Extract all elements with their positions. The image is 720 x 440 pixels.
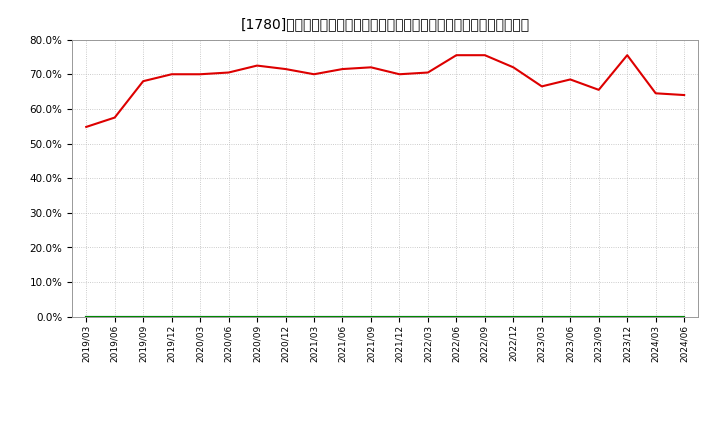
のれん <box>652 314 660 319</box>
繰延税金資産 <box>680 314 688 319</box>
のれん <box>595 314 603 319</box>
のれん <box>139 314 148 319</box>
のれん <box>282 314 290 319</box>
繰延税金資産 <box>623 314 631 319</box>
のれん <box>167 314 176 319</box>
繰延税金資産 <box>395 314 404 319</box>
のれん <box>623 314 631 319</box>
繰延税金資産 <box>139 314 148 319</box>
自己資本 <box>509 65 518 70</box>
のれん <box>395 314 404 319</box>
繰延税金資産 <box>282 314 290 319</box>
自己資本 <box>167 72 176 77</box>
Line: 自己資本: 自己資本 <box>86 55 684 127</box>
のれん <box>196 314 204 319</box>
繰延税金資産 <box>196 314 204 319</box>
のれん <box>110 314 119 319</box>
繰延税金資産 <box>338 314 347 319</box>
のれん <box>566 314 575 319</box>
自己資本 <box>537 84 546 89</box>
繰延税金資産 <box>652 314 660 319</box>
のれん <box>366 314 375 319</box>
自己資本 <box>139 78 148 84</box>
繰延税金資産 <box>423 314 432 319</box>
Legend: 自己資本, のれん, 繰延税金資産: 自己資本, のれん, 繰延税金資産 <box>251 439 520 440</box>
自己資本 <box>82 124 91 129</box>
繰延税金資産 <box>110 314 119 319</box>
自己資本 <box>595 87 603 92</box>
自己資本 <box>338 66 347 72</box>
のれん <box>537 314 546 319</box>
のれん <box>82 314 91 319</box>
自己資本 <box>395 72 404 77</box>
自己資本 <box>366 65 375 70</box>
自己資本 <box>680 92 688 98</box>
自己資本 <box>110 115 119 120</box>
のれん <box>225 314 233 319</box>
自己資本 <box>282 66 290 72</box>
のれん <box>509 314 518 319</box>
のれん <box>338 314 347 319</box>
自己資本 <box>566 77 575 82</box>
繰延税金資産 <box>595 314 603 319</box>
自己資本 <box>623 52 631 58</box>
自己資本 <box>310 72 318 77</box>
自己資本 <box>452 52 461 58</box>
Title: [1780]　自己資本、のれん、繰延税金資産の総資産に対する比率の推移: [1780] 自己資本、のれん、繰延税金資産の総資産に対する比率の推移 <box>240 18 530 32</box>
繰延税金資産 <box>167 314 176 319</box>
のれん <box>480 314 489 319</box>
自己資本 <box>423 70 432 75</box>
繰延税金資産 <box>509 314 518 319</box>
自己資本 <box>196 72 204 77</box>
繰延税金資産 <box>537 314 546 319</box>
自己資本 <box>480 52 489 58</box>
のれん <box>680 314 688 319</box>
自己資本 <box>225 70 233 75</box>
繰延税金資産 <box>310 314 318 319</box>
自己資本 <box>652 91 660 96</box>
のれん <box>423 314 432 319</box>
繰延税金資産 <box>82 314 91 319</box>
繰延税金資産 <box>225 314 233 319</box>
繰延税金資産 <box>452 314 461 319</box>
繰延税金資産 <box>366 314 375 319</box>
のれん <box>253 314 261 319</box>
繰延税金資産 <box>480 314 489 319</box>
自己資本 <box>253 63 261 68</box>
のれん <box>310 314 318 319</box>
繰延税金資産 <box>566 314 575 319</box>
のれん <box>452 314 461 319</box>
繰延税金資産 <box>253 314 261 319</box>
